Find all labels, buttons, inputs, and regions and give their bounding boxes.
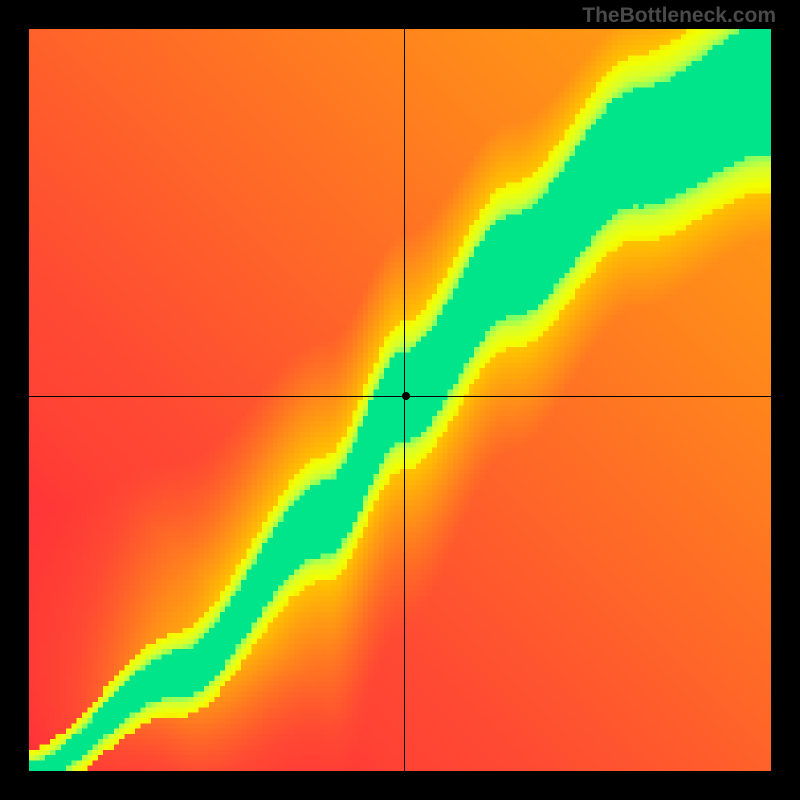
attribution-label: TheBottleneck.com [582, 4, 776, 28]
plot-area [29, 29, 771, 771]
chart-frame: TheBottleneck.com [0, 0, 800, 800]
crosshair-horizontal [29, 396, 771, 397]
bottleneck-heatmap [29, 29, 771, 771]
selection-marker[interactable] [402, 392, 410, 400]
